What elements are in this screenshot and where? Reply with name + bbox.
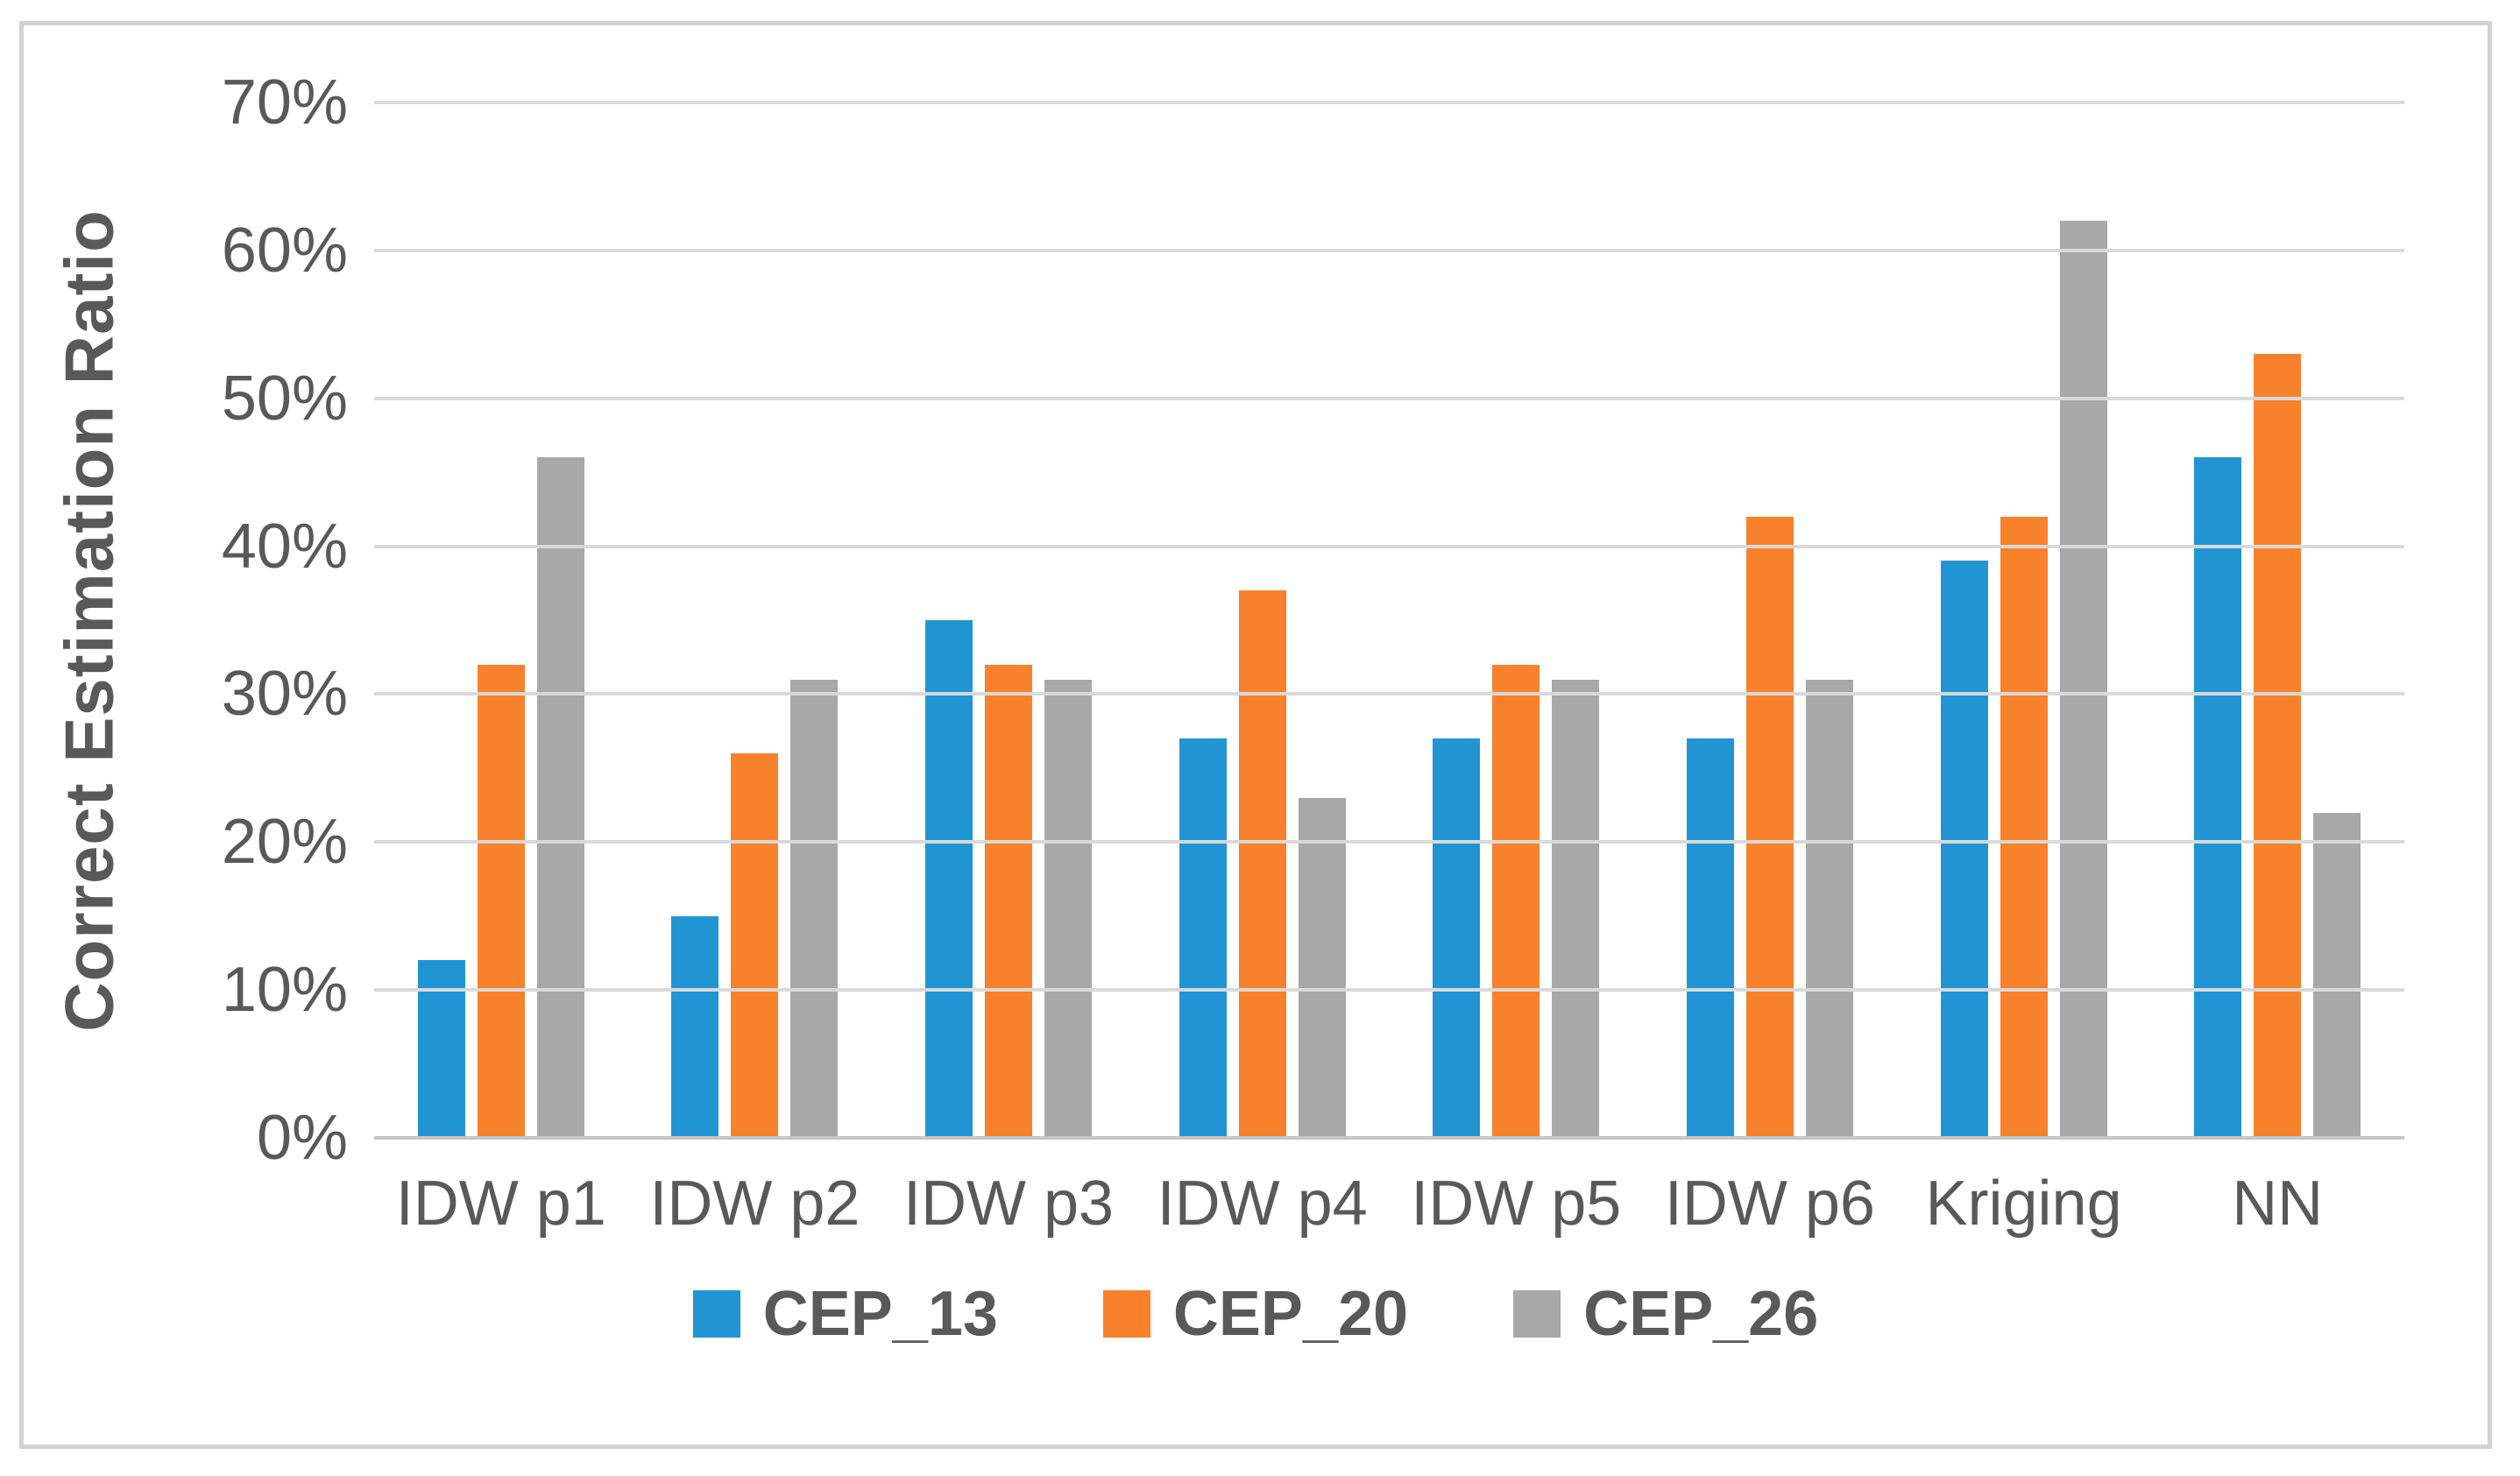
bar-group-nn: [2150, 102, 2404, 1138]
x-axis-labels: IDW p1 IDW p2 IDW p3 IDW p4 IDW p5 IDW p6 Krig…: [374, 1138, 2404, 1269]
y-tick-label: 50%: [221, 363, 348, 434]
bar-group-idw-p4: [1136, 102, 1390, 1138]
gridline-60%: [374, 248, 2404, 252]
y-tick-label: 0%: [256, 1103, 348, 1173]
chart-frame: Correct Estimation Ratio 0% 10% 20% 30% 40% 5…: [19, 21, 2492, 1449]
gridline-70%: [374, 101, 2404, 104]
legend-item-CEP_13: CEP_13: [692, 1278, 998, 1350]
bar-CEP_26-idw-p2: [790, 679, 839, 1138]
bar-CEP_13-idw-p2: [671, 915, 719, 1138]
gridline-0%: [374, 1136, 2404, 1140]
gridline-20%: [374, 840, 2404, 844]
legend-swatch-CEP_13: [692, 1290, 740, 1338]
x-label-idw-p6: IDW p6: [1664, 1169, 1875, 1239]
x-label-idw-p4: IDW p4: [1157, 1169, 1368, 1239]
bar-CEP_13-idw-p1: [417, 960, 465, 1138]
bar-CEP_20-idw-p5: [1492, 664, 1540, 1138]
y-tick-label: 70%: [221, 67, 348, 138]
y-tick-label: 40%: [221, 511, 348, 582]
bar-group-idw-p3: [881, 102, 1136, 1138]
gridline-50%: [374, 396, 2404, 400]
plot-area: [374, 101, 2404, 1140]
bar-CEP_20-idw-p1: [477, 664, 525, 1138]
bar-CEP_20-nn: [2254, 354, 2302, 1138]
legend-label-CEP_26: CEP_26: [1583, 1279, 1819, 1349]
gridline-10%: [374, 988, 2404, 992]
bar-CEP_26-idw-p1: [536, 457, 584, 1138]
bar-CEP_13-kriging: [1940, 561, 1988, 1138]
legend-swatch-CEP_20: [1102, 1290, 1150, 1338]
bar-CEP_20-idw-p4: [1238, 590, 1286, 1138]
gridline-40%: [374, 544, 2404, 548]
x-label-idw-p3: IDW p3: [903, 1169, 1115, 1239]
bar-groups: [374, 102, 2404, 1138]
bar-CEP_26-nn: [2313, 812, 2361, 1138]
bar-CEP_20-idw-p6: [1745, 516, 1794, 1138]
y-axis-tick-labels: 0% 10% 20% 30% 40% 50% 60% 70%: [155, 71, 374, 1169]
x-label-kriging: Kriging: [1925, 1169, 2122, 1239]
bar-group-idw-p6: [1643, 102, 1897, 1138]
x-label-idw-p1: IDW p1: [395, 1169, 606, 1239]
y-tick-label: 10%: [221, 955, 348, 1026]
bar-CEP_13-idw-p6: [1686, 738, 1734, 1138]
bar-CEP_26-idw-p4: [1298, 797, 1346, 1138]
bar-CEP_26-idw-p3: [1044, 679, 1093, 1138]
bar-CEP_26-idw-p5: [1552, 679, 1600, 1138]
x-label-nn: NN: [2232, 1169, 2324, 1239]
y-axis-title: Correct Estimation Ratio: [50, 208, 128, 1032]
bar-CEP_20-kriging: [2000, 516, 2048, 1138]
gridline-30%: [374, 692, 2404, 696]
y-tick-label: 20%: [221, 807, 348, 878]
y-axis-title-column: Correct Estimation Ratio: [24, 102, 155, 1138]
bar-group-kriging: [1897, 102, 2151, 1138]
bar-CEP_26-idw-p6: [1805, 679, 1853, 1138]
chart-body: Correct Estimation Ratio 0% 10% 20% 30% 40% 5…: [24, 25, 2488, 1169]
x-label-idw-p2: IDW p2: [649, 1169, 860, 1239]
bar-group-idw-p5: [1390, 102, 1644, 1138]
legend-item-CEP_20: CEP_20: [1102, 1278, 1409, 1350]
bar-CEP_20-idw-p2: [731, 752, 779, 1138]
legend-label-CEP_13: CEP_13: [762, 1279, 998, 1349]
legend: CEP_13 CEP_20 CEP_26: [24, 1269, 2488, 1444]
bar-CEP_13-idw-p4: [1179, 738, 1227, 1138]
y-tick-label: 30%: [221, 659, 348, 730]
legend-item-CEP_26: CEP_26: [1513, 1278, 1818, 1350]
bar-CEP_13-idw-p5: [1433, 738, 1481, 1138]
x-label-idw-p5: IDW p5: [1411, 1169, 1622, 1239]
bar-CEP_13-idw-p3: [925, 620, 973, 1138]
bar-group-idw-p1: [374, 102, 628, 1138]
bar-group-idw-p2: [628, 102, 882, 1138]
legend-swatch-CEP_26: [1513, 1290, 1561, 1338]
bar-CEP_26-kriging: [2059, 221, 2107, 1138]
legend-label-CEP_20: CEP_20: [1172, 1279, 1409, 1349]
y-tick-label: 60%: [221, 215, 348, 286]
bar-CEP_13-nn: [2194, 457, 2242, 1138]
bar-CEP_20-idw-p3: [985, 664, 1033, 1138]
